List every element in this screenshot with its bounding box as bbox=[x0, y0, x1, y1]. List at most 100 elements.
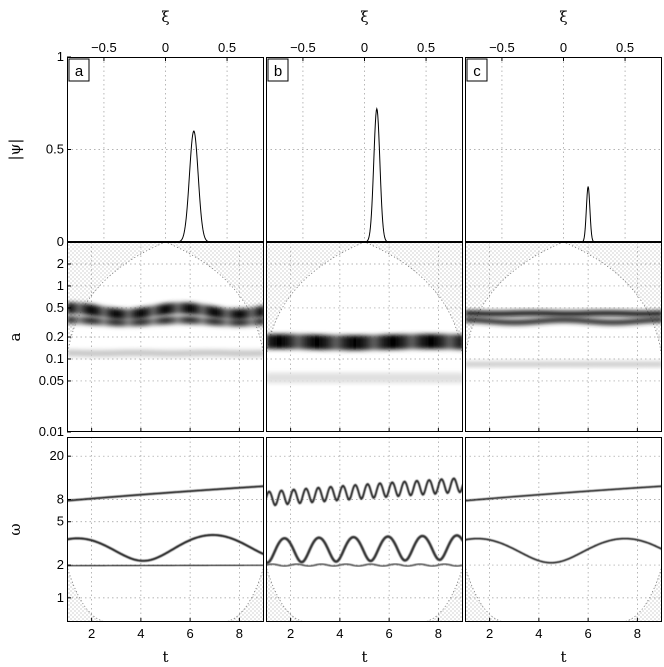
scale-band-segment bbox=[576, 317, 580, 324]
scale-band-segment bbox=[144, 307, 147, 319]
scale-band-segment bbox=[158, 316, 162, 325]
scale-band-segment bbox=[346, 335, 349, 351]
y-axis-label: a bbox=[6, 332, 24, 341]
scale-band-segment bbox=[308, 372, 312, 384]
scale-band-segment bbox=[104, 317, 108, 326]
scale-band-segment bbox=[655, 310, 658, 317]
scale-band-segment bbox=[504, 311, 507, 317]
scale-band-segment bbox=[344, 335, 348, 351]
scale-band-segment bbox=[222, 308, 226, 320]
scale-band-segment bbox=[635, 311, 639, 317]
scale-band-segment bbox=[435, 334, 438, 350]
scale-band-segment bbox=[178, 315, 182, 324]
scale-band-segment bbox=[571, 317, 575, 323]
scale-band-segment bbox=[307, 334, 310, 350]
scale-band-segment bbox=[622, 310, 626, 317]
scale-band-segment bbox=[68, 315, 72, 324]
scale-band-segment bbox=[468, 310, 471, 316]
scale-band-segment bbox=[67, 349, 70, 357]
scale-band-segment bbox=[234, 350, 237, 357]
scale-band-segment bbox=[109, 350, 113, 357]
x-tick-label-top: 0.5 bbox=[417, 40, 435, 55]
scale-band-segment bbox=[339, 335, 343, 351]
scale-band-segment bbox=[634, 361, 637, 367]
scale-band-segment bbox=[78, 349, 81, 357]
scale-band-segment bbox=[599, 319, 603, 325]
scale-band-segment bbox=[441, 334, 445, 350]
scale-band-segment bbox=[132, 308, 136, 320]
scale-band-segment bbox=[372, 372, 376, 384]
x-axis-label-top: ξ bbox=[161, 8, 169, 26]
scale-band-segment bbox=[397, 334, 400, 350]
scale-band-segment bbox=[94, 350, 98, 357]
scale-band-segment bbox=[70, 315, 73, 324]
scale-band-segment bbox=[250, 350, 254, 357]
scale-band-segment bbox=[206, 317, 209, 325]
scale-band-segment bbox=[178, 350, 182, 357]
scale-band-segment bbox=[640, 311, 644, 317]
scale-band-segment bbox=[578, 317, 581, 324]
scale-band-segment bbox=[413, 334, 417, 350]
cone-of-influence-hatch bbox=[465, 566, 662, 622]
scale-band-segment bbox=[140, 317, 144, 326]
x-tick-label: 6 bbox=[585, 626, 592, 641]
scale-band-segment bbox=[456, 372, 459, 384]
scale-band-segment bbox=[167, 316, 170, 325]
scale-band-segment bbox=[507, 361, 511, 367]
scale-band-segment bbox=[361, 335, 364, 351]
scale-band-segment bbox=[555, 361, 558, 367]
scale-band-segment bbox=[506, 310, 509, 317]
scale-band-segment bbox=[154, 349, 157, 357]
scale-band-segment bbox=[632, 311, 635, 317]
scale-band-segment bbox=[232, 318, 236, 327]
scale-band-segment bbox=[242, 308, 246, 321]
scale-band-segment bbox=[106, 350, 109, 357]
y-tick-label: 2 bbox=[57, 557, 64, 572]
scale-band-segment bbox=[537, 318, 540, 324]
scale-band-segment bbox=[269, 334, 272, 349]
scale-band-segment bbox=[126, 318, 129, 327]
scale-band-segment bbox=[73, 315, 77, 324]
x-tick-label: 8 bbox=[236, 626, 243, 641]
scale-band-segment bbox=[594, 319, 598, 325]
scale-band-segment bbox=[236, 308, 239, 321]
scale-band-segment bbox=[532, 361, 535, 367]
panel-plot-area bbox=[67, 242, 264, 432]
scale-band-segment bbox=[451, 334, 454, 350]
scale-band bbox=[266, 372, 463, 384]
scale-band-segment bbox=[131, 308, 134, 321]
scale-band-segment bbox=[645, 311, 649, 317]
scale-band-segment bbox=[420, 372, 423, 384]
scale-band-segment bbox=[609, 319, 612, 326]
scale-band-segment bbox=[119, 318, 122, 327]
scale-band-segment bbox=[444, 372, 448, 384]
scale-band-segment bbox=[330, 372, 333, 384]
scale-band-segment bbox=[127, 308, 131, 321]
scale-band-segment bbox=[190, 302, 193, 315]
scale-band-segment bbox=[357, 372, 361, 384]
scale-band-segment bbox=[356, 372, 359, 384]
scale-band-segment bbox=[252, 350, 255, 357]
scale-band-segment bbox=[565, 317, 568, 323]
scale-band-segment bbox=[89, 316, 93, 325]
scale-band-segment bbox=[108, 317, 111, 326]
frequency-ridge bbox=[266, 534, 463, 565]
scale-band-segment bbox=[180, 302, 183, 314]
scale-band-segment bbox=[216, 349, 219, 357]
scale-band-segment bbox=[443, 372, 446, 384]
scale-band-segment bbox=[653, 317, 657, 323]
scale-band-segment bbox=[226, 349, 229, 357]
scale-band-segment bbox=[538, 318, 542, 324]
scale-band-segment bbox=[492, 318, 496, 325]
scale-band-segment bbox=[466, 310, 470, 316]
scale-band-segment bbox=[157, 304, 160, 317]
scale-band-segment bbox=[489, 318, 493, 324]
scale-band-segment bbox=[583, 318, 586, 324]
scale-band-segment bbox=[229, 318, 232, 327]
scale-band-segment bbox=[568, 317, 571, 323]
scale-band-segment bbox=[328, 335, 331, 350]
scale-band-segment bbox=[198, 316, 201, 325]
scale-band bbox=[465, 317, 662, 326]
scale-band-segment bbox=[581, 361, 584, 367]
